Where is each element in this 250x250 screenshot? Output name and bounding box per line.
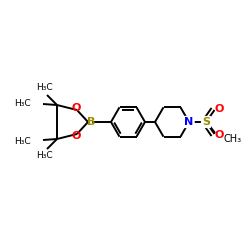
Text: H₃C: H₃C xyxy=(14,136,31,145)
Text: B: B xyxy=(87,117,95,127)
Text: O: O xyxy=(214,130,224,140)
Text: H₃C: H₃C xyxy=(36,152,52,160)
Text: O: O xyxy=(214,104,224,114)
Text: H₃C: H₃C xyxy=(14,98,31,108)
Text: H₃C: H₃C xyxy=(36,84,52,92)
Text: CH₃: CH₃ xyxy=(223,134,241,144)
Text: O: O xyxy=(71,131,81,141)
Text: S: S xyxy=(202,117,210,127)
Text: N: N xyxy=(184,117,194,127)
Text: O: O xyxy=(71,103,81,113)
